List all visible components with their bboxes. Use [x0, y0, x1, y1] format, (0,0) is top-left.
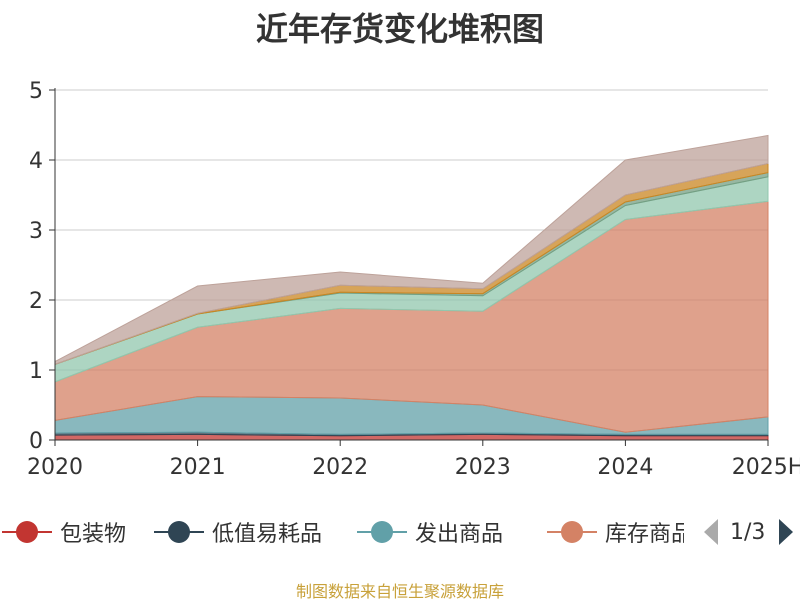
y-tick-label: 0: [29, 429, 43, 454]
legend-label: 包装物: [60, 522, 127, 547]
x-tick-label: 2021: [170, 455, 226, 480]
y-tick-label: 4: [29, 149, 43, 174]
legend-marker-icon: [357, 521, 407, 543]
area-series-8: [54, 134, 769, 366]
legend-label: 低值易耗品: [212, 522, 323, 547]
legend-label: 发出商品: [415, 522, 504, 547]
legend-item[interactable]: 发出商品: [355, 512, 503, 552]
legend-page-indicator: 1/3: [730, 519, 766, 545]
x-tick-label: 2025H: [732, 455, 800, 480]
source-note: 制图数据来自恒生聚源数据库: [295, 582, 504, 601]
y-tick-label: 5: [29, 79, 43, 104]
legend-next-arrow-icon[interactable]: [775, 516, 797, 548]
legend-label: 库存商品: [605, 522, 684, 547]
legend-item[interactable]: 包装物: [0, 512, 126, 552]
legend-prev-arrow-icon[interactable]: [700, 516, 722, 548]
legend-item[interactable]: 库存商品: [545, 512, 684, 552]
legend-pager: 1/3: [700, 512, 800, 552]
legend-marker-icon: [2, 521, 52, 543]
legend-marker-icon: [154, 521, 204, 543]
legend-items: 包装物 低值易耗品 发出商品 库存商品: [0, 512, 684, 552]
legend: 包装物 低值易耗品 发出商品 库存商品 1/3: [0, 512, 800, 552]
y-tick-label: 1: [29, 359, 43, 384]
legend-item[interactable]: 低值易耗品: [152, 512, 322, 552]
chart-title: 近年存货变化堆积图: [255, 10, 544, 48]
axes: 0 1 2 3 4 5 2020 2021 2022 2023 2024 2025H: [27, 79, 800, 480]
y-tick-label: 3: [29, 219, 43, 244]
stacked-areas: [54, 134, 769, 441]
x-tick-label: 2020: [27, 455, 83, 480]
y-tick-label: 2: [29, 289, 43, 314]
x-tick-label: 2022: [312, 455, 368, 480]
x-tick-label: 2023: [455, 455, 511, 480]
x-tick-label: 2024: [597, 455, 653, 480]
legend-marker-icon: [547, 521, 597, 543]
